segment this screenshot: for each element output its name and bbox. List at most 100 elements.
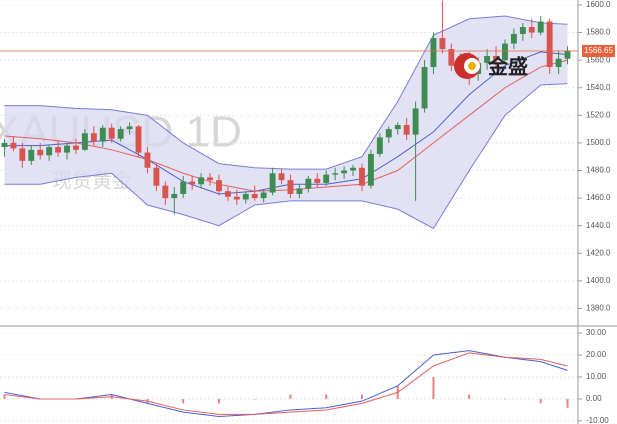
candle-body	[260, 192, 267, 199]
candle-body	[359, 167, 365, 186]
macd-bar	[3, 394, 6, 399]
candle-body	[81, 133, 88, 150]
candle-body	[394, 124, 401, 130]
y-tick-label: 1440.0	[586, 221, 611, 230]
macd-dea	[4, 352, 568, 415]
candle-body	[28, 149, 35, 161]
macd-bar	[468, 394, 471, 399]
macd-bar	[325, 394, 328, 399]
y-tick-label: 1500.0	[586, 138, 611, 147]
candle-body	[73, 145, 79, 150]
band-upper	[4, 15, 568, 170]
candle-body	[528, 27, 535, 33]
candle-body	[37, 149, 44, 156]
candle-body	[555, 58, 562, 68]
candle-body	[412, 108, 419, 135]
candle-body	[296, 188, 303, 194]
candle-body	[189, 181, 196, 185]
macd-bar	[217, 398, 220, 404]
candle-body	[341, 170, 348, 174]
candle-body	[99, 127, 106, 142]
candle-body	[430, 38, 437, 68]
y-tick-label: 1420.0	[586, 248, 611, 257]
candle-body	[55, 147, 62, 153]
macd-bar	[432, 376, 435, 399]
last-price-box	[582, 44, 615, 57]
candle-body	[385, 129, 392, 138]
candle-body	[421, 67, 428, 109]
candle-body	[376, 137, 383, 154]
macd-bar	[253, 398, 256, 400]
y-tick-label: 1480.0	[586, 166, 611, 175]
candle-body	[117, 129, 124, 139]
candle-body	[242, 193, 249, 200]
candle-body	[448, 49, 455, 66]
logo-text: 金盛	[487, 54, 528, 78]
candle-body	[510, 33, 517, 44]
y-tick-label: 10.00	[586, 372, 607, 381]
candle-body	[198, 177, 205, 185]
candle-body	[493, 56, 499, 61]
macd-bar	[566, 398, 569, 408]
candle-body	[224, 191, 231, 197]
macd-bar	[289, 394, 292, 399]
macd-dif	[4, 350, 568, 418]
last-price-label: 1566.65	[584, 46, 613, 55]
candle-body	[251, 193, 258, 199]
candle-body	[439, 38, 446, 50]
candle-body	[350, 167, 356, 171]
candle-body	[207, 177, 213, 181]
candle-body	[314, 178, 321, 183]
candle-body	[10, 142, 17, 149]
candle-body	[484, 56, 491, 63]
y-tick-label: 1380.0	[586, 304, 611, 313]
candle-body	[519, 27, 526, 34]
candle-body	[403, 124, 410, 135]
y-tick-label: 30.00	[586, 328, 607, 337]
y-tick-label: 1540.0	[586, 83, 611, 92]
candle-body	[19, 148, 26, 161]
candle-body	[171, 193, 178, 199]
y-tick-label: 1600.0	[586, 0, 611, 9]
candle-body	[126, 126, 133, 130]
candle-body	[46, 147, 53, 156]
candle-body	[332, 173, 339, 175]
band-lower	[4, 83, 568, 230]
macd-bar	[503, 398, 506, 400]
y-tick-label: 0.00	[586, 394, 602, 403]
candle-body	[564, 50, 571, 59]
candle-body	[502, 43, 508, 61]
candle-body	[180, 181, 187, 194]
y-tick-label: 1560.0	[586, 55, 611, 64]
logo: 金盛	[454, 53, 528, 79]
y-tick-label: 20.00	[586, 350, 607, 359]
y-tick-label: 1400.0	[586, 276, 611, 285]
candle-body	[135, 126, 142, 153]
candle-body	[323, 174, 330, 183]
candle-body	[108, 127, 115, 139]
macd-bar	[539, 398, 542, 404]
candle-body	[287, 180, 294, 194]
candle-body	[278, 173, 285, 181]
candle-body	[537, 21, 544, 33]
macd-bar	[182, 398, 185, 404]
candle-body	[546, 21, 553, 68]
candle-body	[305, 178, 312, 189]
candle-body	[367, 153, 374, 186]
y-tick-label: 1580.0	[586, 28, 611, 37]
y-tick-label: 1520.0	[586, 110, 611, 119]
candle-body	[233, 196, 240, 200]
candle-body	[153, 167, 160, 186]
logo-icon	[468, 62, 476, 70]
candle-body	[144, 152, 151, 168]
candle-body	[269, 173, 276, 193]
candle-body	[64, 145, 70, 153]
candle-body	[90, 133, 97, 142]
y-tick-label: -10.00	[586, 416, 609, 424]
candle-body	[216, 180, 222, 192]
y-tick-label: 1460.0	[586, 193, 611, 202]
candle-body	[1, 142, 8, 148]
macd-bar	[360, 394, 363, 399]
